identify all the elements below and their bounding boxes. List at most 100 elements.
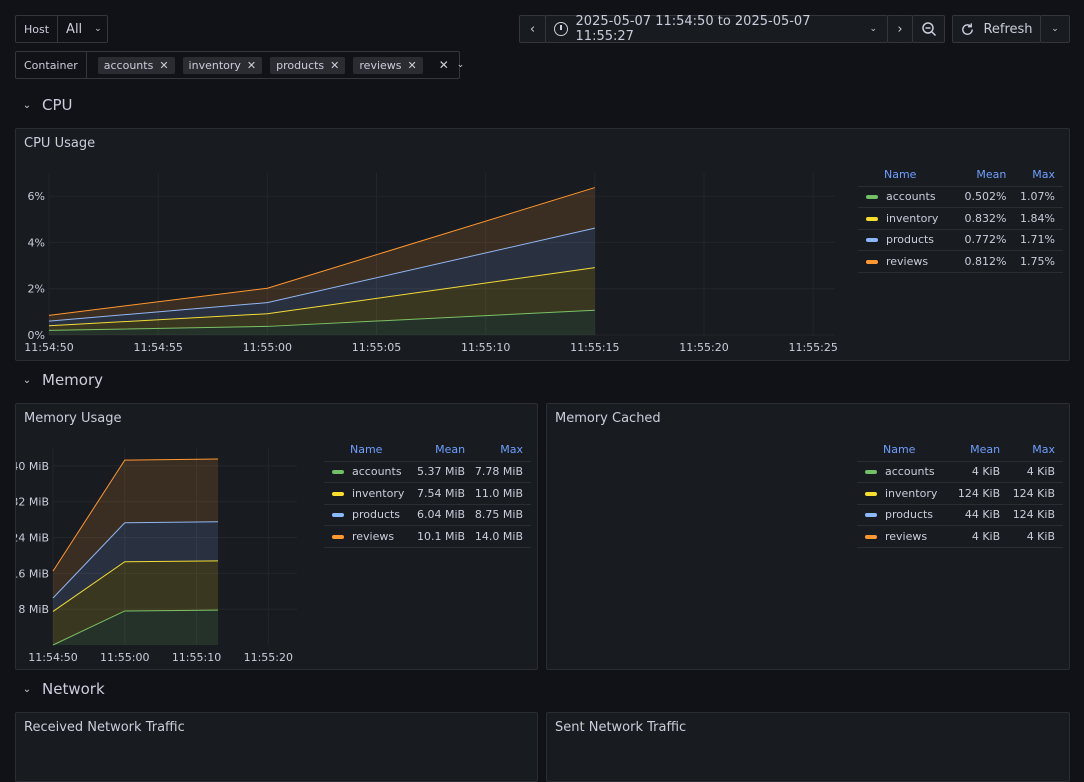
remove-icon[interactable]: ✕ [407,58,417,72]
legend-header-name: Name [324,439,416,462]
legend-header-mean: Mean [957,164,1015,187]
zoom-out-icon [921,22,936,37]
legend-max: 4 KiB [1008,461,1063,483]
refresh-label: Refresh [983,21,1033,37]
legend-row[interactable]: reviews 4 KiB 4 KiB [857,525,1063,548]
series-color-swatch [866,259,878,264]
time-forward-button[interactable]: › [887,15,913,43]
legend-memory-usage: Name Mean Max accounts 5.37 MiB 7.78 MiB inven… [324,439,531,548]
legend-header-max: Max [1008,439,1063,462]
time-back-button[interactable]: ‹ [519,15,546,43]
time-range-text: 2025-05-07 11:54:50 to 2025-05-07 11:55:… [575,14,811,44]
chevron-down-icon[interactable]: ⌄ [456,60,465,70]
panel-title: Memory Cached [555,411,661,426]
legend-series-name: reviews [886,254,929,268]
legend-mean: 0.772% [957,229,1015,251]
chip-products: products ✕ [270,56,346,74]
legend-mean: 6.04 MiB [415,504,474,526]
panel-title: Received Network Traffic [24,720,185,735]
legend-mean: 4 KiB [953,525,1009,548]
chip-label: inventory [188,58,241,72]
legend-row[interactable]: reviews 10.1 MiB 14.0 MiB [324,525,531,548]
legend-row[interactable]: accounts 5.37 MiB 7.78 MiB [324,461,531,483]
series-line-accounts [52,609,219,646]
chevron-down-icon: ⌄ [94,24,102,34]
time-picker[interactable]: 2025-05-07 11:54:50 to 2025-05-07 11:55:… [545,14,888,44]
chart-memory-usage: 11:54:50 11:55:00 11:55:10 11:55:20 8 MiB 16 … [16,448,297,664]
y-tick-label: 4% [28,236,45,249]
panel-cpu-usage: CPU Usage 11:54:50 11:54:55 11:55:00 11:55:… [15,128,1070,361]
clock-icon [554,22,568,36]
x-tick-label: 11:55:05 [352,341,401,354]
container-variable: Container accounts ✕ inventory ✕ products ✕… [15,51,464,79]
remove-icon[interactable]: ✕ [246,58,257,72]
y-tick-label: 8 MiB [18,603,49,616]
legend-row[interactable]: inventory 124 KiB 124 KiB [857,482,1063,505]
row-cpu[interactable]: ⌄ CPU [22,96,73,114]
panel-memory-usage: Memory Usage 11:54:50 11:55:00 11:55:10 11:… [15,403,538,670]
zoom-out-button[interactable] [912,15,945,43]
legend-mean: 10.1 MiB [415,525,474,548]
panel-sent-network: Sent Network Traffic [546,712,1070,782]
legend-max: 4 KiB [1008,525,1063,548]
chart-cpu: 11:54:50 11:54:55 11:55:00 11:55:05 11:55:10… [24,173,838,354]
series-color-swatch [332,470,344,475]
clear-icon[interactable]: ✕ [438,58,449,72]
refresh-button[interactable]: Refresh [952,15,1041,43]
series-area-inventory [49,267,595,331]
legend-row[interactable]: accounts 0.502% 1.07% [858,186,1063,208]
legend-header-mean: Mean [953,439,1009,462]
legend-max: 11.0 MiB [473,482,531,505]
legend-row[interactable]: inventory 0.832% 1.84% [858,207,1063,230]
legend-table: Name Mean Max accounts 4 KiB 4 KiB inventory 12… [857,439,1063,548]
series-color-swatch [865,534,877,539]
x-tick-label: 11:55:00 [100,651,149,664]
remove-icon[interactable]: ✕ [330,58,340,72]
series-line-inventory [52,560,219,612]
chevron-down-icon: ⌄ [869,24,877,34]
legend-series-name: products [352,508,401,522]
legend-mean: 5.37 MiB [415,461,474,483]
legend-row[interactable]: inventory 7.54 MiB 11.0 MiB [324,482,531,505]
y-tick-label: 6% [28,190,45,203]
legend-series-name: reviews [352,529,395,543]
legend-max: 124 KiB [1008,482,1063,505]
series-area-products [53,521,219,612]
x-tick-label: 11:54:50 [24,341,73,354]
legend-max: 7.78 MiB [473,461,531,483]
x-tick-label: 11:55:10 [461,341,510,354]
legend-row[interactable]: products 44 KiB 124 KiB [857,504,1063,526]
row-network[interactable]: ⌄ Network [22,680,105,698]
refresh-interval-button[interactable]: ⌄ [1040,15,1070,43]
host-select[interactable]: All ⌄ [58,22,102,37]
legend-series-name: accounts [886,190,936,204]
legend-max: 124 KiB [1008,504,1063,526]
legend-table: Name Mean Max accounts 5.37 MiB 7.78 MiB inven… [324,439,531,548]
legend-table: Name Mean Max accounts 0.502% 1.07% inventory 0… [858,164,1063,273]
legend-series-name: inventory [885,486,938,500]
x-tick-label: 11:55:00 [243,341,292,354]
panel-title: CPU Usage [24,136,96,151]
container-select[interactable]: accounts ✕ inventory ✕ products ✕ reviews ✕ … [87,56,477,74]
remove-icon[interactable]: ✕ [159,58,169,72]
y-tick-label: 16 MiB [16,567,49,580]
panel-memory-cached: Memory Cached 11:54:5011:55:0011:55:1011… [546,403,1070,670]
legend-series-name: inventory [886,211,939,225]
legend-max: 1.75% [1014,250,1063,273]
container-label: Container [16,52,87,78]
x-tick-label: 11:55:25 [788,341,837,354]
legend-row[interactable]: products 0.772% 1.71% [858,229,1063,251]
host-label: Host [16,16,59,42]
series-line-products [48,227,595,322]
chevron-down-icon: ⌄ [22,99,32,111]
legend-max: 1.71% [1014,229,1063,251]
legend-row[interactable]: reviews 0.812% 1.75% [858,250,1063,273]
chip-label: reviews [359,58,402,72]
panel-received-network: Received Network Traffic [15,712,538,782]
legend-row[interactable]: accounts 4 KiB 4 KiB [857,461,1063,483]
row-memory[interactable]: ⌄ Memory [22,371,103,389]
legend-row[interactable]: products 6.04 MiB 8.75 MiB [324,504,531,526]
y-tick-label: 40 MiB [16,460,49,473]
x-tick-label: 11:55:15 [570,341,619,354]
